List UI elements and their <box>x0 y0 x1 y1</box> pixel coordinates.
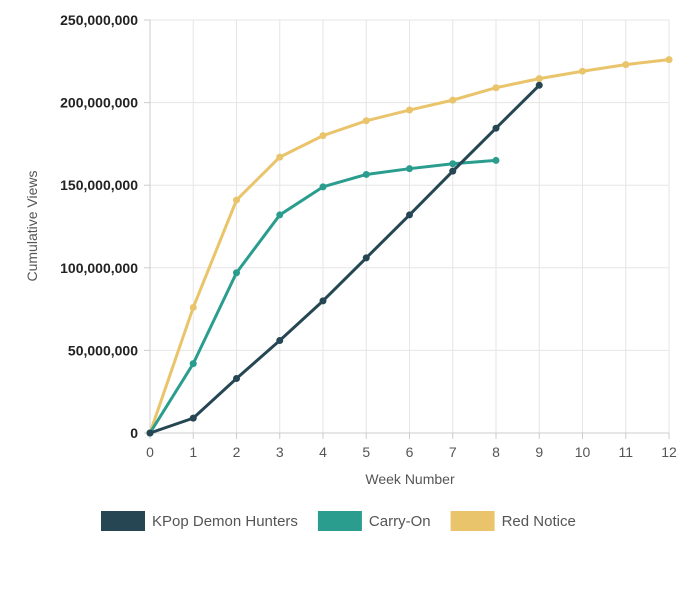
x-tick-label: 5 <box>362 444 370 460</box>
series <box>146 56 673 437</box>
x-axis-ticks: 0 1 2 3 4 5 6 7 8 9 10 11 12 <box>146 433 677 460</box>
data-point[interactable] <box>406 165 413 173</box>
data-point[interactable] <box>535 81 543 89</box>
data-point[interactable] <box>362 117 370 125</box>
gridlines <box>149 19 670 434</box>
series-line <box>148 83 541 435</box>
legend-item[interactable]: Carry-On <box>317 511 431 531</box>
y-tick-label: 0 <box>130 425 138 441</box>
x-tick-label: 9 <box>535 444 543 460</box>
data-point[interactable] <box>233 269 240 277</box>
data-point[interactable] <box>665 56 673 64</box>
x-tick-label: 4 <box>319 444 327 460</box>
data-point[interactable] <box>276 336 284 344</box>
data-point[interactable] <box>406 106 413 114</box>
legend-label: Carry-On <box>369 513 431 530</box>
data-point[interactable] <box>189 360 197 368</box>
data-point[interactable] <box>449 167 457 175</box>
data-point[interactable] <box>319 132 327 140</box>
x-tick-label: 7 <box>449 444 457 460</box>
legend-label: KPop Demon Hunters <box>152 513 298 530</box>
data-point[interactable] <box>276 211 284 219</box>
data-point[interactable] <box>406 211 413 219</box>
x-tick-label: 8 <box>492 444 500 460</box>
y-axis-ticks: 0 50,000,000 100,000,000 150,000,000 200,000… <box>60 12 150 441</box>
y-tick-label: 200,000,000 <box>60 95 138 111</box>
data-point[interactable] <box>492 156 500 164</box>
data-point[interactable] <box>319 183 327 191</box>
x-tick-label: 11 <box>618 444 633 460</box>
x-tick-label: 3 <box>276 444 284 460</box>
data-point[interactable] <box>146 429 154 437</box>
data-point[interactable] <box>233 196 240 204</box>
series-2 <box>146 56 673 437</box>
x-axis-title: Week Number <box>365 471 455 487</box>
data-point[interactable] <box>535 75 543 83</box>
legend: KPop Demon Hunters Carry-On Red Notice <box>101 511 576 531</box>
data-point[interactable] <box>362 170 370 178</box>
x-tick-label: 12 <box>661 444 677 460</box>
legend-swatch <box>101 511 145 531</box>
y-axis-title: Cumulative Views <box>24 170 40 281</box>
x-tick-label: 1 <box>189 444 197 460</box>
legend-label: Red Notice <box>502 513 576 530</box>
data-point[interactable] <box>189 303 197 311</box>
series-0 <box>146 81 543 437</box>
data-point[interactable] <box>319 297 327 305</box>
data-point[interactable] <box>449 96 457 104</box>
x-tick-label: 6 <box>406 444 414 460</box>
legend-item[interactable]: KPop Demon Hunters <box>101 511 298 531</box>
y-tick-label: 100,000,000 <box>60 260 138 276</box>
y-tick-label: 150,000,000 <box>60 177 138 193</box>
data-point[interactable] <box>362 254 370 262</box>
x-tick-label: 0 <box>146 444 154 460</box>
legend-item[interactable]: Red Notice <box>450 511 576 531</box>
data-point[interactable] <box>622 61 630 69</box>
y-tick-label: 50,000,000 <box>68 342 138 358</box>
data-point[interactable] <box>579 67 586 75</box>
x-tick-label: 10 <box>575 444 591 460</box>
data-point[interactable] <box>233 374 240 382</box>
legend-swatch <box>317 511 362 531</box>
x-tick-label: 2 <box>233 444 241 460</box>
data-point[interactable] <box>492 124 500 132</box>
data-point[interactable] <box>449 160 457 168</box>
data-point[interactable] <box>276 153 284 161</box>
data-point[interactable] <box>189 414 197 422</box>
data-point[interactable] <box>492 84 500 92</box>
y-tick-label: 250,000,000 <box>60 12 138 28</box>
legend-swatch <box>450 511 495 531</box>
